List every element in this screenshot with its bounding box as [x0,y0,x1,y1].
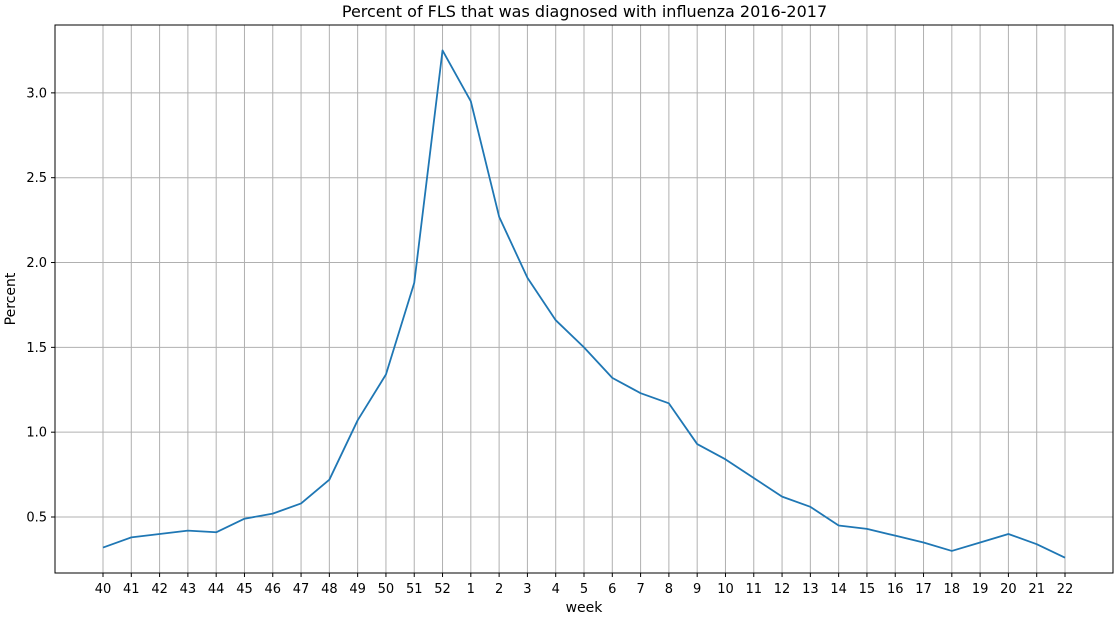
x-tick-label: 43 [180,582,197,597]
x-tick-label: 52 [434,582,451,597]
x-tick-label: 12 [774,582,791,597]
x-tick-label: 49 [349,582,366,597]
x-tick-label: 17 [915,582,932,597]
y-tick-label: 3.0 [26,86,47,101]
x-tick-label: 18 [944,582,961,597]
x-tick-label: 41 [123,582,140,597]
x-tick-label: 5 [580,582,588,597]
x-tick-label: 14 [830,582,847,597]
x-tick-label: 48 [321,582,338,597]
y-tick-label: 0.5 [26,511,47,526]
x-tick-label: 7 [636,582,644,597]
x-tick-label: 51 [406,582,423,597]
y-tick-label: 2.0 [26,256,47,271]
x-tick-label: 6 [608,582,616,597]
x-tick-label: 3 [523,582,531,597]
axis-ticks: 40 41 42 43 44 45 46 47 48 49 50 51 52 1 2 3 4 5 6 7 8 9 10 11 1… [26,86,1073,597]
x-tick-label: 19 [972,582,989,597]
x-tick-label: 42 [151,582,168,597]
x-tick-label: 16 [887,582,904,597]
x-tick-label: 13 [802,582,819,597]
x-tick-label: 45 [236,582,253,597]
y-tick-label: 1.5 [26,341,47,356]
x-axis-label: week [566,600,604,616]
series-layer [102,49,1066,559]
x-tick-label: 44 [208,582,225,597]
y-tick-label: 1.0 [26,426,47,441]
x-tick-label: 21 [1028,582,1045,597]
y-axis-label: Percent [3,272,19,325]
x-tick-label: 40 [95,582,112,597]
y-tick-label: 2.5 [26,171,47,186]
x-tick-label: 9 [693,582,701,597]
x-tick-label: 50 [378,582,395,597]
x-tick-label: 1 [467,582,475,597]
x-tick-label: 46 [264,582,281,597]
grid-lines [55,25,1113,573]
x-tick-label: 8 [665,582,673,597]
x-tick-label: 10 [717,582,734,597]
x-tick-label: 20 [1000,582,1017,597]
chart-title: Percent of FLS that was diagnosed with i… [342,2,827,21]
x-tick-label: 15 [859,582,876,597]
x-tick-label: 22 [1057,582,1074,597]
plot-frame [54,24,1114,574]
x-tick-label: 47 [293,582,310,597]
x-tick-label: 11 [745,582,762,597]
x-tick-label: 2 [495,582,503,597]
x-tick-label: 4 [552,582,560,597]
